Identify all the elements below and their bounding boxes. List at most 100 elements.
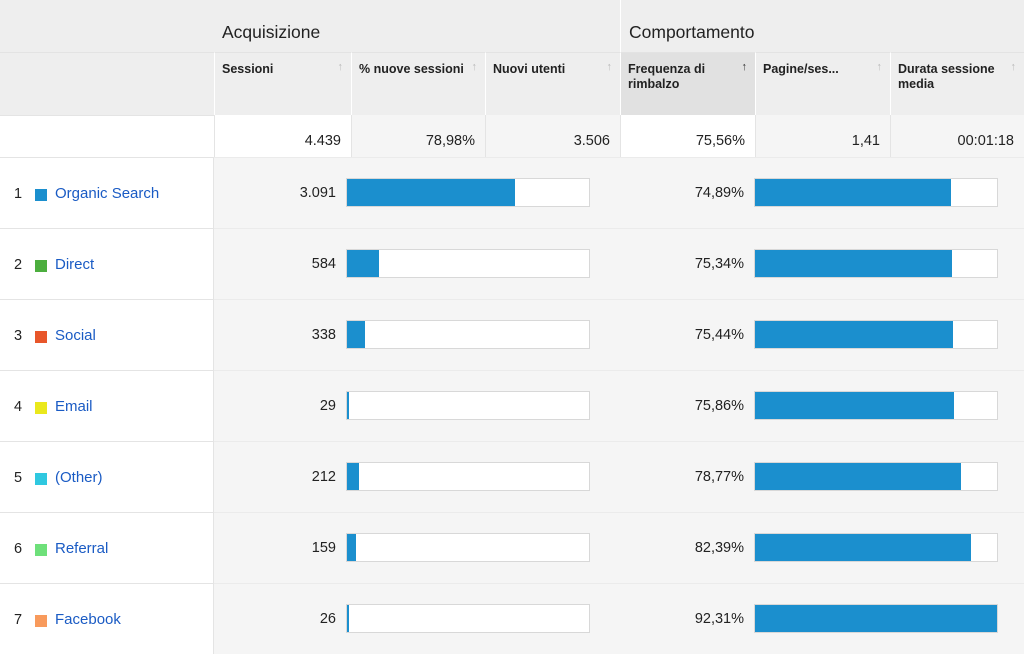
channel-link[interactable]: Facebook [55,611,121,628]
sort-arrow-icon: ↑ [471,61,478,73]
total-sessions-value: 4.439 [304,133,341,149]
dimension-cell: 5 (Other) [0,441,214,512]
sessions-bar-cell [346,157,620,228]
sessions-bar-cell [346,441,620,512]
sessions-cell: 212 [214,441,346,512]
group-title-acquisition: Acquisizione [222,22,321,42]
bounce-rate-bar-cell [754,299,1024,370]
bounce-rate-value: 75,34% [694,256,744,272]
bounce-rate-cell: 75,34% [620,228,754,299]
bounce-rate-bar [755,605,997,632]
total-avg-session-duration-value: 00:01:18 [957,133,1014,149]
group-header-acquisition: Acquisizione [214,0,620,52]
bounce-rate-bar-track [754,391,998,420]
sessions-bar [347,463,359,490]
column-header-pct-new-sessions[interactable]: % nuove sessioni ↑ [351,52,485,115]
table-row: 4 Email 29 75,86% [0,370,1024,441]
sessions-value: 212 [311,469,336,485]
dimension-cell: 6 Referral [0,512,214,583]
column-label-pct-new-sessions: % nuove sessioni [359,62,464,76]
column-label-new-users: Nuovi utenti [493,62,566,76]
channel-link[interactable]: Direct [55,256,95,273]
total-avg-session-duration: 00:01:18 [890,115,1024,157]
legend-swatch [35,260,47,272]
total-bounce-rate-value: 75,56% [695,133,745,149]
dimension-cell: 7 Facebook [0,583,214,654]
sessions-bar-track [346,178,590,207]
column-header-new-users[interactable]: Nuovi utenti ↑ [485,52,620,115]
sessions-value: 26 [319,611,336,627]
bounce-rate-value: 74,89% [694,185,744,201]
column-header-sessions[interactable]: Sessioni ↑ [214,52,351,115]
bounce-rate-bar [755,463,962,490]
bounce-rate-cell: 75,44% [620,299,754,370]
legend-swatch [35,473,47,485]
bounce-rate-cell: 78,77% [620,441,754,512]
column-header-pages-per-session[interactable]: Pagine/ses... ↑ [755,52,890,115]
dimension-cell: 1 Organic Search [0,157,214,228]
sessions-bar [347,392,349,419]
column-label-sessions: Sessioni [222,62,274,76]
bounce-rate-bar [755,250,953,277]
table-row: 6 Referral 159 82,39% [0,512,1024,583]
group-title-behavior: Comportamento [629,22,755,42]
sessions-bar [347,250,379,277]
sort-arrow-icon: ↑ [876,61,883,73]
dimension-cell: 3 Social [0,299,214,370]
totals-label-cell [0,115,214,157]
bounce-rate-bar-cell [754,228,1024,299]
total-bounce-rate: 75,56% [620,115,755,157]
bounce-rate-bar-track [754,320,998,349]
sessions-bar-track [346,391,590,420]
table-row: 2 Direct 584 75,34% [0,228,1024,299]
row-rank: 5 [14,470,23,486]
sort-active-arrow-icon: ↑ [741,61,748,73]
bounce-rate-cell: 75,86% [620,370,754,441]
sessions-bar-cell [346,299,620,370]
legend-swatch [35,615,47,627]
bounce-rate-bar [755,321,953,348]
table-row: 1 Organic Search 3.091 74,89% [0,157,1024,228]
row-rank: 7 [14,612,23,628]
sessions-value: 159 [311,540,336,556]
column-header-avg-session-duration[interactable]: Durata sessione media ↑ [890,52,1024,115]
channel-link[interactable]: Organic Search [55,185,160,202]
bounce-rate-bar [755,179,952,206]
total-new-users: 3.506 [485,115,620,157]
column-header-bounce-rate[interactable]: Frequenza di rimbalzo ↑ [620,52,755,115]
group-header-behavior: Comportamento [620,0,1024,52]
bounce-rate-cell: 82,39% [620,512,754,583]
sessions-bar-track [346,604,590,633]
sessions-value: 29 [319,398,336,414]
sessions-cell: 159 [214,512,346,583]
column-label-avg-session-duration: Durata sessione media [898,62,995,91]
channel-link[interactable]: Referral [55,540,109,557]
total-pct-new-sessions: 78,98% [351,115,485,157]
sessions-bar [347,605,349,632]
sessions-bar [347,179,516,206]
row-rank: 1 [14,186,23,202]
sessions-cell: 3.091 [214,157,346,228]
sessions-value: 338 [311,327,336,343]
bounce-rate-value: 75,44% [694,327,744,343]
legend-swatch [35,402,47,414]
sessions-bar-cell [346,583,620,654]
channel-link[interactable]: Email [55,398,93,415]
bounce-rate-bar [755,392,954,419]
bounce-rate-bar [755,534,972,561]
channel-link[interactable]: (Other) [55,469,103,486]
legend-swatch [35,331,47,343]
sessions-bar-cell [346,512,620,583]
bounce-rate-bar-track [754,462,998,491]
sessions-cell: 26 [214,583,346,654]
column-label-bounce-rate: Frequenza di rimbalzo [628,62,706,91]
channel-link[interactable]: Social [55,327,96,344]
total-new-users-value: 3.506 [573,133,610,149]
total-sessions: 4.439 [214,115,351,157]
dimension-cell: 4 Email [0,370,214,441]
row-rank: 2 [14,257,23,273]
dimension-cell: 2 Direct [0,228,214,299]
sessions-bar-track [346,462,590,491]
total-pages-per-session: 1,41 [755,115,890,157]
legend-swatch [35,544,47,556]
